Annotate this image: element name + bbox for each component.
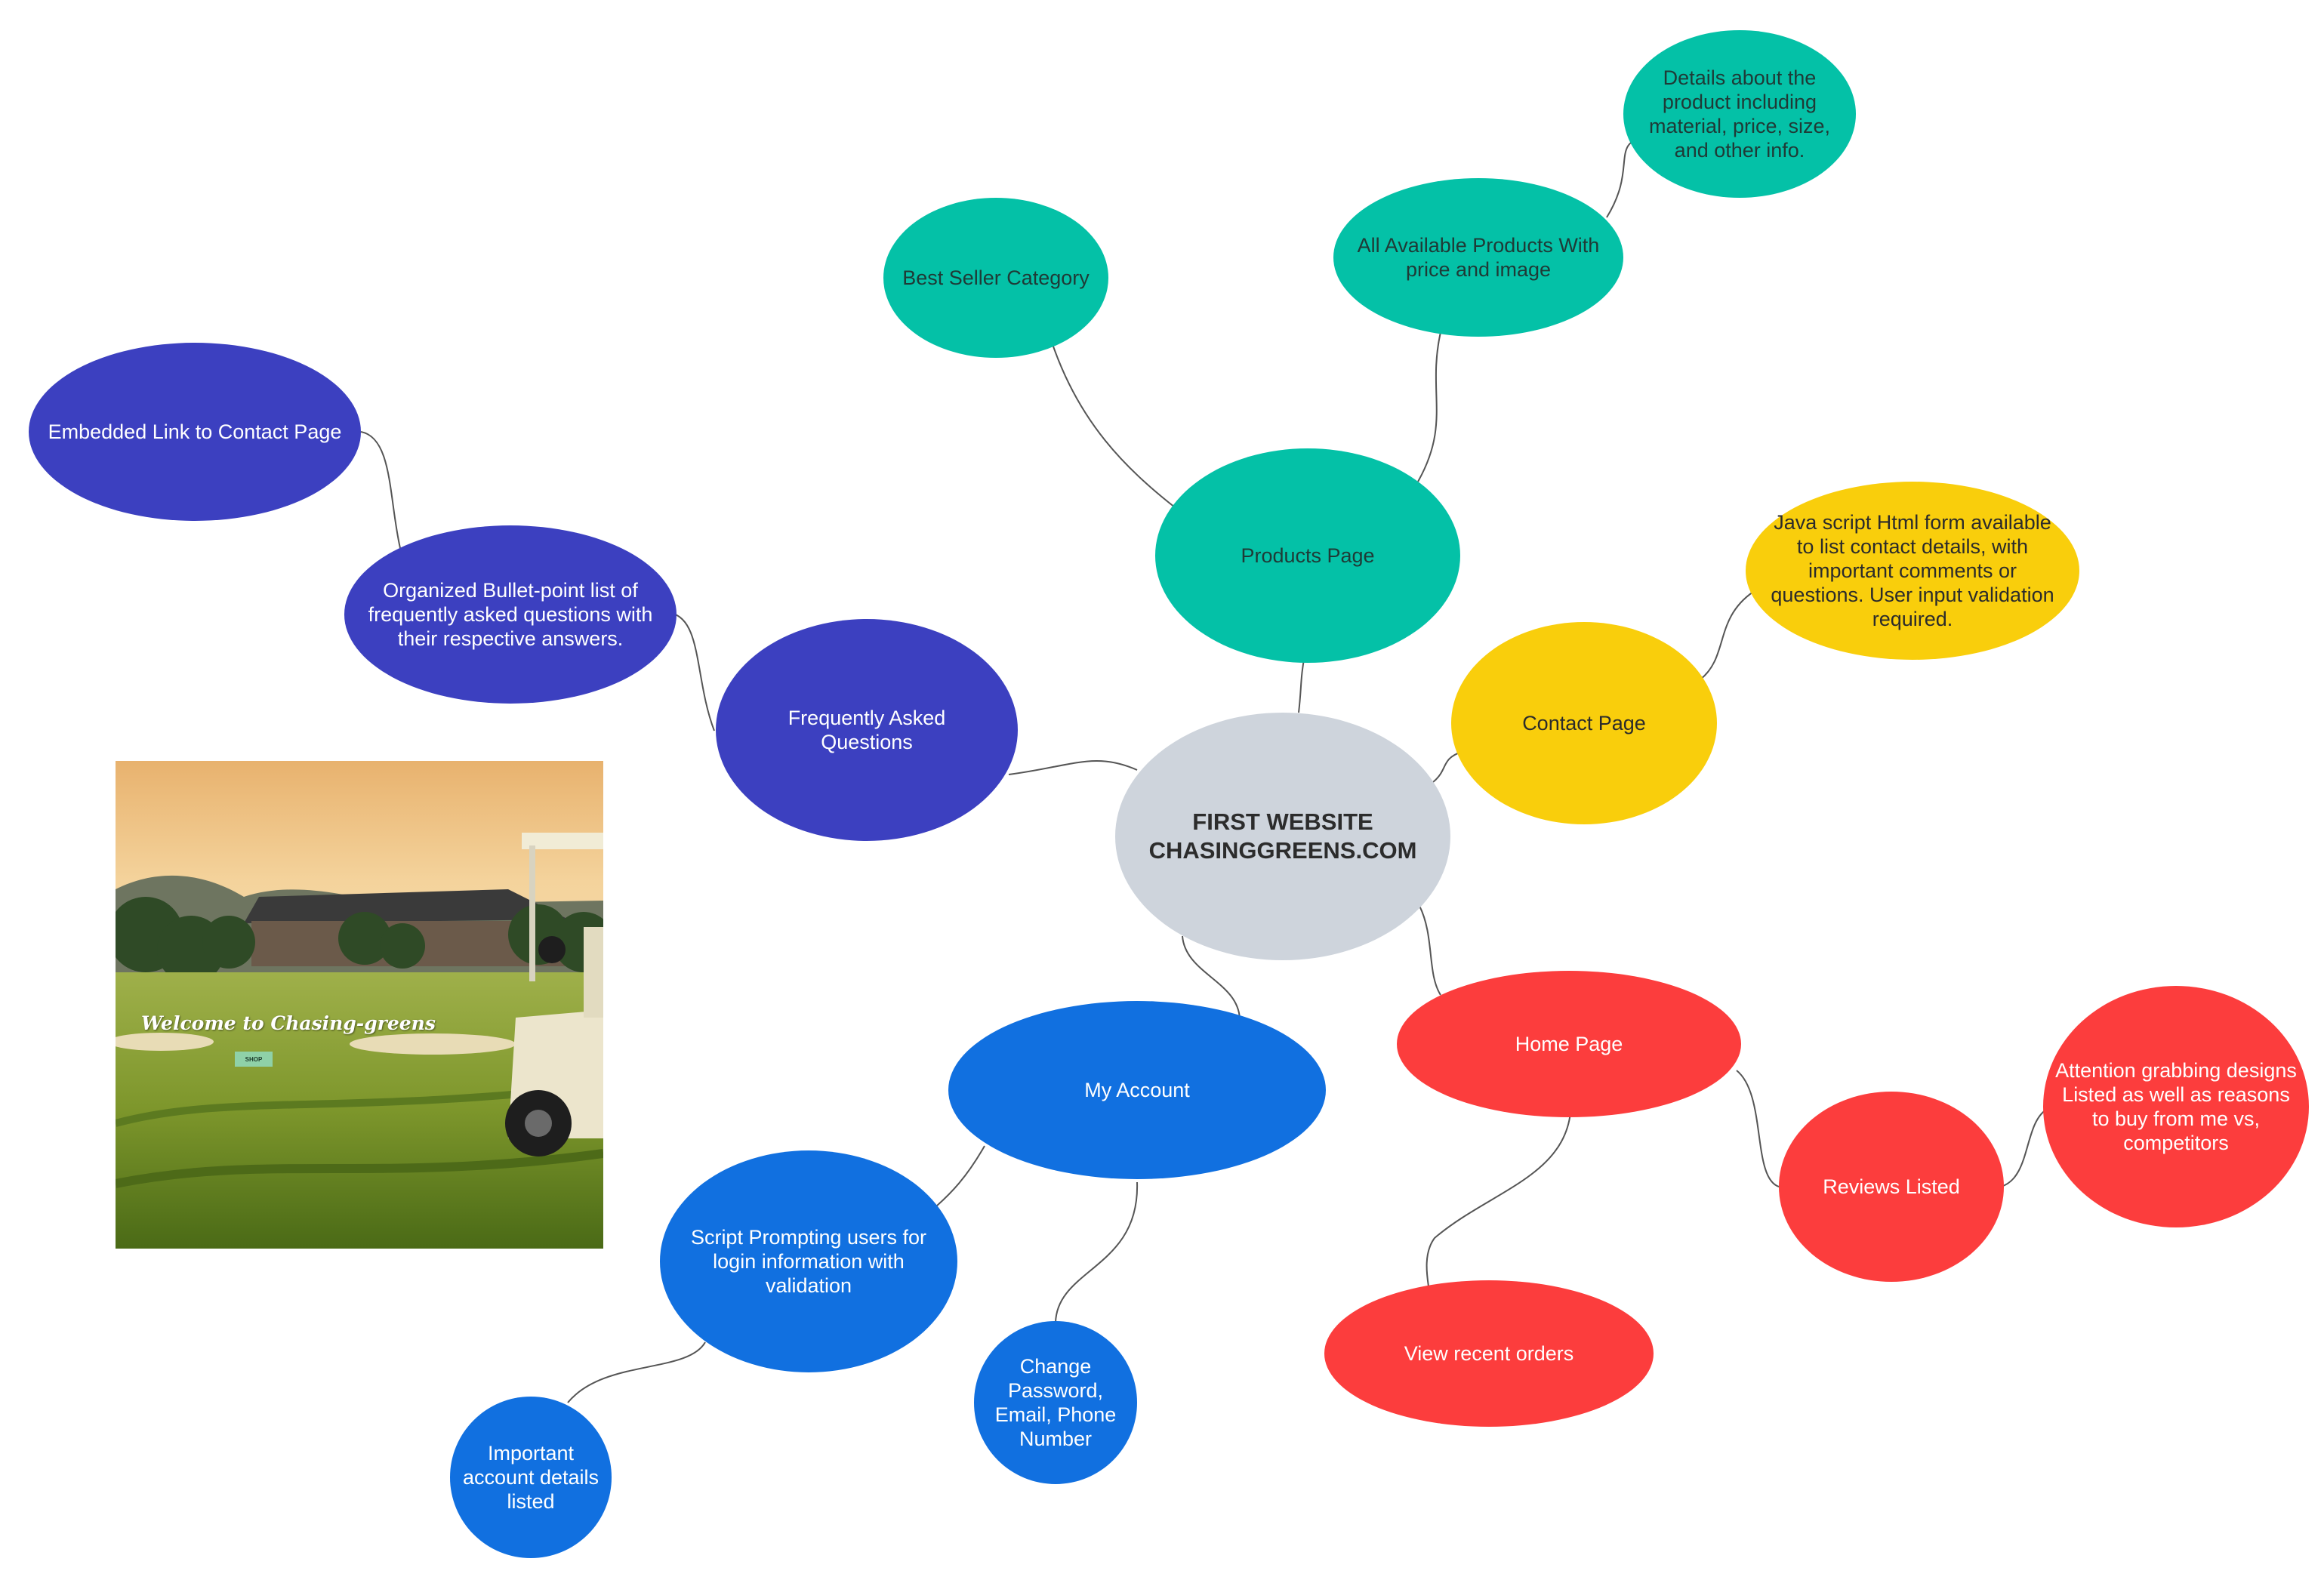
- central-node-label: FIRST WEBSITE CHASINGGREENS.COM: [1148, 808, 1417, 864]
- best-seller-label: Best Seller Category: [902, 266, 1090, 289]
- embedded-link-node[interactable]: Embedded Link to Contact Page: [29, 343, 361, 521]
- login-script-node[interactable]: Script Prompting users for login informa…: [660, 1150, 957, 1372]
- embedded-link-label: Embedded Link to Contact Page: [48, 420, 342, 443]
- contact-form-label: Java script Html form available to list …: [1771, 511, 2054, 630]
- link-account-login: [935, 1145, 985, 1207]
- product-details-label: Details about the product including mate…: [1648, 66, 1831, 162]
- my-account-node[interactable]: My Account: [948, 1001, 1326, 1179]
- faq-label: Frequently Asked Questions: [788, 707, 946, 753]
- link-faq-list: [670, 612, 715, 731]
- faq-list-node[interactable]: Organized Bullet-point list of frequentl…: [344, 525, 677, 704]
- login-script-label: Script Prompting users for login informa…: [690, 1226, 927, 1297]
- reviews-node[interactable]: Reviews Listed: [1779, 1092, 2004, 1282]
- link-products-bestseller: [1052, 343, 1176, 508]
- link-central-home: [1419, 905, 1441, 996]
- link-account-change: [1055, 1181, 1139, 1323]
- my-account-label: My Account: [1084, 1079, 1190, 1101]
- link-faq-link: [360, 431, 401, 549]
- link-login-details: [567, 1341, 706, 1403]
- website-preview-image: Welcome to Chasing-greens SHOP: [116, 761, 603, 1249]
- link-central-faq: [1008, 759, 1138, 775]
- contact-page-node[interactable]: Contact Page: [1451, 622, 1717, 824]
- product-details-node[interactable]: Details about the product including mate…: [1623, 30, 1856, 198]
- home-page-label: Home Page: [1515, 1033, 1623, 1055]
- link-contact-form: [1700, 591, 1754, 680]
- change-password-node[interactable]: Change Password, Email, Phone Number: [974, 1321, 1137, 1484]
- link-reviews-attention: [2000, 1109, 2047, 1187]
- central-node[interactable]: FIRST WEBSITE CHASINGGREENS.COM: [1115, 713, 1450, 960]
- link-home-reviews: [1736, 1070, 1780, 1187]
- link-central-products: [1298, 654, 1305, 713]
- link-home-recent: [1426, 1112, 1571, 1287]
- account-details-node[interactable]: Important account details listed: [450, 1397, 612, 1558]
- faq-list-label: Organized Bullet-point list of frequentl…: [368, 579, 653, 650]
- account-details-label: Important account details listed: [462, 1442, 599, 1513]
- link-central-contact: [1432, 751, 1463, 783]
- link-products-allproducts: [1417, 331, 1441, 482]
- recent-orders-label: View recent orders: [1404, 1342, 1574, 1365]
- home-page-node[interactable]: Home Page: [1397, 971, 1741, 1117]
- all-products-node[interactable]: All Available Products With price and im…: [1333, 178, 1623, 337]
- faq-node[interactable]: Frequently Asked Questions: [716, 619, 1018, 841]
- golf-course-picture: [116, 761, 603, 1249]
- link-central-account: [1182, 935, 1241, 1020]
- change-password-label: Change Password, Email, Phone Number: [994, 1355, 1117, 1450]
- reviews-label: Reviews Listed: [1823, 1175, 1960, 1198]
- all-products-label: All Available Products With price and im…: [1357, 234, 1600, 281]
- contact-form-node[interactable]: Java script Html form available to list …: [1746, 482, 2079, 660]
- welcome-banner-text: Welcome to Chasing-greens: [141, 1012, 436, 1034]
- recent-orders-node[interactable]: View recent orders: [1324, 1280, 1654, 1427]
- products-page-label: Products Page: [1241, 544, 1375, 567]
- attention-designs-label: Attention grabbing designs Listed as wel…: [2055, 1059, 2297, 1154]
- best-seller-node[interactable]: Best Seller Category: [883, 198, 1108, 358]
- shop-button[interactable]: SHOP: [235, 1052, 273, 1067]
- products-page-node[interactable]: Products Page: [1155, 448, 1460, 663]
- attention-designs-node[interactable]: Attention grabbing designs Listed as wel…: [2043, 986, 2309, 1227]
- contact-page-label: Contact Page: [1522, 712, 1646, 735]
